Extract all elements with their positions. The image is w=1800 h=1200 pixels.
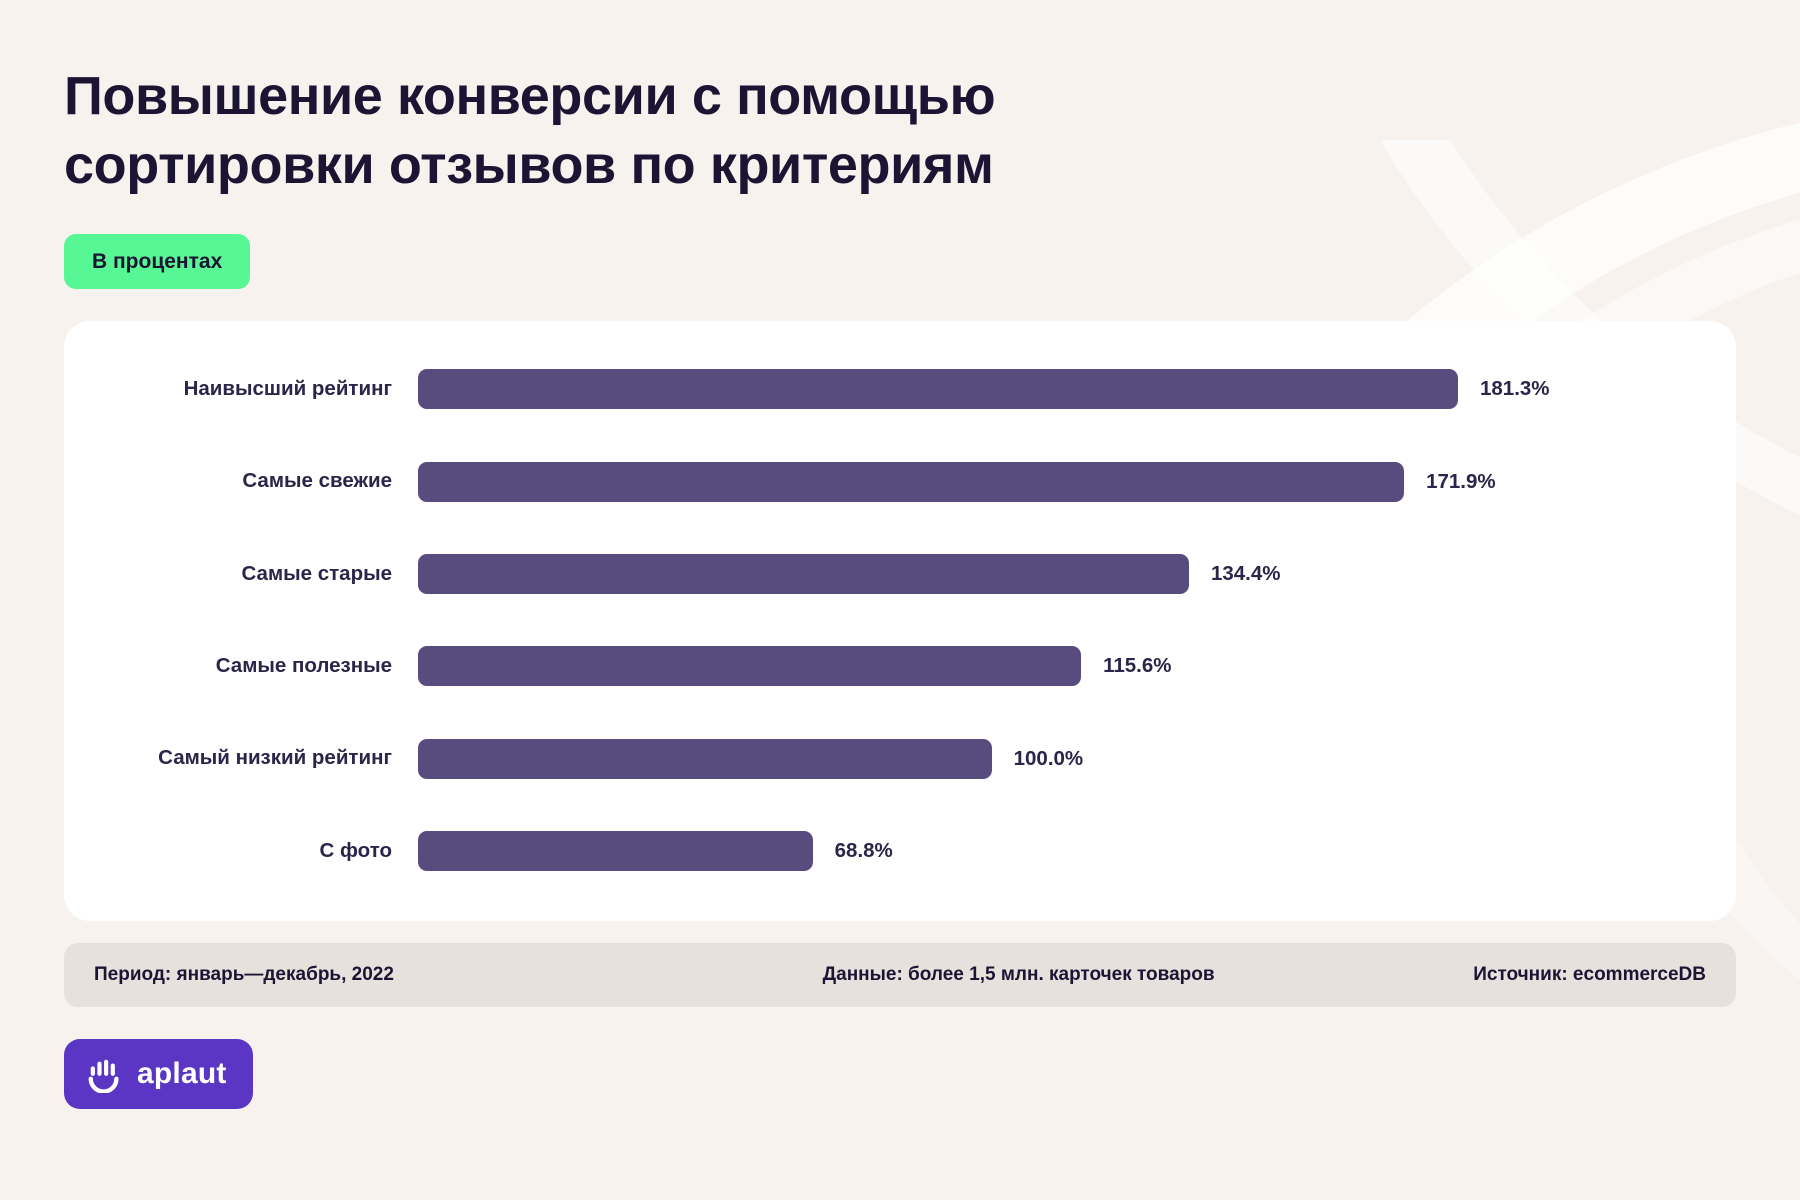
footnote-strip: Период: январь—декабрь, 2022 Данные: бол… <box>64 943 1736 1008</box>
aplaut-logo[interactable]: aplaut <box>64 1039 253 1110</box>
bar-track: 181.3% <box>418 369 1700 410</box>
bar-fill <box>418 738 992 779</box>
bar-row: Наивысший рейтинг 181.3% <box>100 363 1700 415</box>
page-title: Повышение конверсии с помощью сортировки… <box>64 66 996 196</box>
bar-value-label: 171.9% <box>1426 469 1496 493</box>
bar-track: 68.8% <box>418 831 1700 872</box>
bar-row: Самые свежие 171.9% <box>100 456 1700 508</box>
footnote-source: Источник: ecommerceDB <box>1473 964 1706 986</box>
bar-value-label: 68.8% <box>834 839 893 863</box>
bar-track: 115.6% <box>418 646 1700 687</box>
bar-row: С фото 68.8% <box>100 825 1700 877</box>
bar-fill <box>418 646 1082 687</box>
horizontal-bar-chart: Наивысший рейтинг 181.3% Самые свежие 171.9… <box>100 363 1700 877</box>
bar-row: Самые полезные 115.6% <box>100 640 1700 692</box>
badge-row: В процентах <box>64 234 1736 290</box>
logo-row: aplaut <box>64 1039 1736 1110</box>
bar-category-label: Самые полезные <box>215 654 392 678</box>
bar-value-label: 181.3% <box>1480 377 1550 401</box>
bar-category-label: Наивысший рейтинг <box>183 376 392 400</box>
chart-card: Наивысший рейтинг 181.3% Самые свежие 171.9… <box>64 321 1736 922</box>
bar-category-label: Самые свежие <box>242 469 392 493</box>
bar-value-label: 100.0% <box>1013 746 1084 770</box>
bar-fill <box>418 461 1405 502</box>
bar-track: 100.0% <box>418 738 1700 779</box>
bar-category-label: Самые старые <box>241 561 393 585</box>
logo-text: aplaut <box>137 1057 227 1091</box>
bar-track: 171.9% <box>418 461 1700 502</box>
bar-value-label: 115.6% <box>1103 654 1172 678</box>
bar-row: Самый низкий рейтинг 100.0% <box>100 733 1700 785</box>
bar-track: 134.4% <box>418 554 1700 594</box>
applause-hand-icon <box>88 1059 119 1094</box>
bar-category-label: С фото <box>319 838 392 862</box>
unit-badge: В процентах <box>64 234 251 290</box>
bar-fill <box>418 369 1458 410</box>
footnote-data: Данные: более 1,5 млн. карточек товаров <box>822 964 1215 986</box>
bar-fill <box>418 554 1189 594</box>
footnote-period: Период: январь—декабрь, 2022 <box>94 964 394 986</box>
bar-category-label: Самый низкий рейтинг <box>158 746 392 770</box>
bar-row: Самые старые 134.4% <box>100 548 1700 600</box>
bar-fill <box>418 831 813 872</box>
bar-value-label: 134.4% <box>1210 562 1281 585</box>
